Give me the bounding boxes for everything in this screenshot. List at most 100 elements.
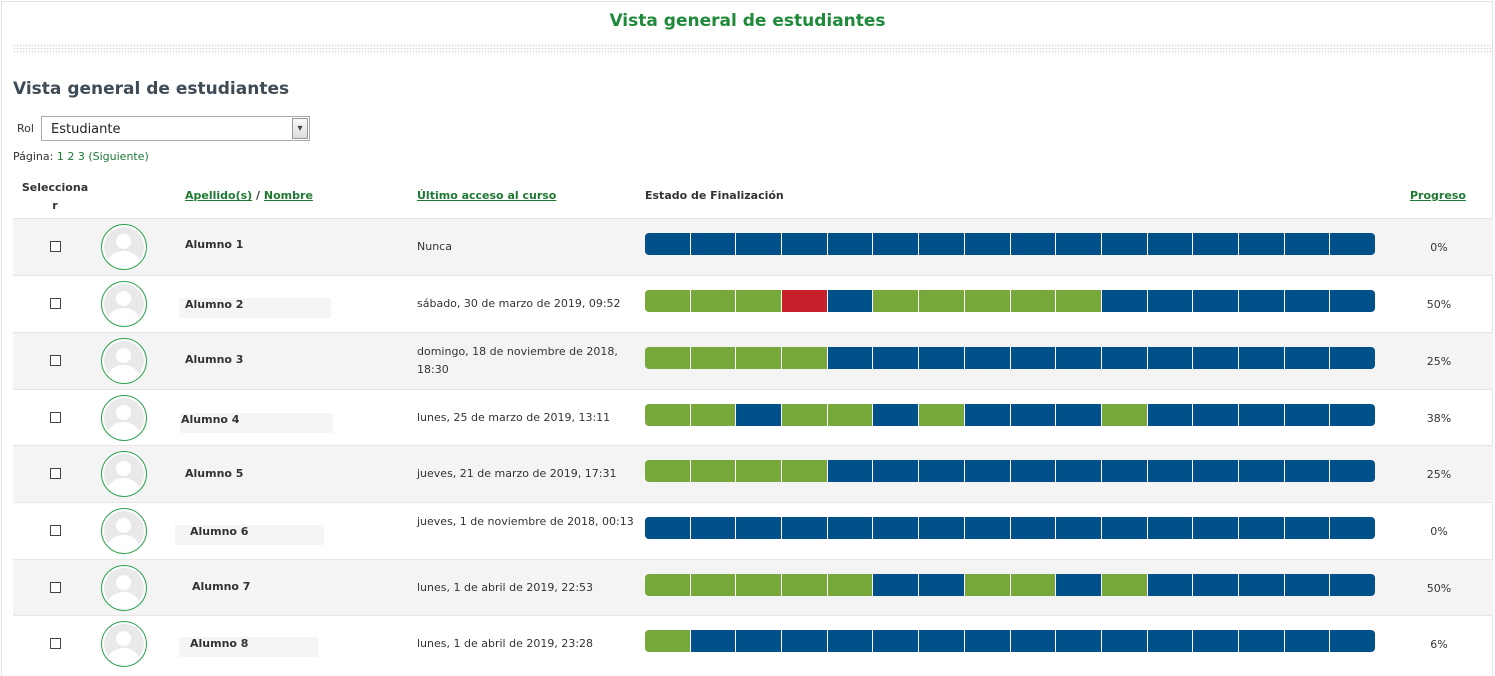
activity-completed[interactable]: [1101, 404, 1148, 426]
activity-not-completed[interactable]: [1101, 233, 1148, 255]
activity-not-completed[interactable]: [1056, 630, 1102, 652]
activity-not-completed[interactable]: [827, 347, 874, 369]
activity-not-completed[interactable]: [1101, 347, 1148, 369]
activity-not-completed[interactable]: [827, 233, 874, 255]
student-name[interactable]: Alumno 2: [185, 298, 244, 311]
activity-not-completed[interactable]: [919, 630, 965, 652]
activity-not-completed[interactable]: [736, 233, 783, 255]
activity-not-completed[interactable]: [1010, 404, 1057, 426]
activity-completed[interactable]: [736, 460, 783, 482]
activity-not-completed[interactable]: [1330, 290, 1375, 312]
avatar[interactable]: [101, 451, 147, 497]
activity-completed[interactable]: [736, 574, 783, 596]
sort-progress-link[interactable]: Progreso: [1410, 189, 1466, 202]
row-select-checkbox[interactable]: [50, 468, 61, 479]
activity-completed[interactable]: [919, 404, 965, 426]
activity-not-completed[interactable]: [1056, 404, 1102, 426]
activity-not-completed[interactable]: [1147, 290, 1194, 312]
activity-completed[interactable]: [736, 347, 783, 369]
activity-not-completed[interactable]: [919, 233, 965, 255]
student-name[interactable]: Alumno 6: [190, 525, 249, 538]
activity-completed[interactable]: [645, 630, 691, 652]
student-name[interactable]: Alumno 5: [185, 467, 244, 480]
activity-completed[interactable]: [736, 290, 783, 312]
activity-completed[interactable]: [690, 460, 737, 482]
activity-not-completed[interactable]: [1238, 460, 1285, 482]
activity-completed[interactable]: [690, 404, 737, 426]
activity-not-completed[interactable]: [1010, 347, 1057, 369]
activity-completed[interactable]: [645, 404, 691, 426]
chevron-down-icon[interactable]: ▾: [292, 118, 308, 139]
activity-not-completed[interactable]: [827, 460, 874, 482]
activity-not-completed[interactable]: [1193, 517, 1239, 539]
activity-not-completed[interactable]: [1147, 404, 1194, 426]
activity-not-completed[interactable]: [736, 404, 783, 426]
activity-completed[interactable]: [782, 460, 828, 482]
row-select-checkbox[interactable]: [50, 582, 61, 593]
avatar[interactable]: [101, 395, 147, 441]
page-link-3[interactable]: 3: [77, 150, 85, 163]
activity-not-completed[interactable]: [964, 517, 1011, 539]
row-select-checkbox[interactable]: [50, 638, 61, 649]
activity-not-completed[interactable]: [782, 233, 828, 255]
activity-completed[interactable]: [1010, 574, 1057, 596]
activity-not-completed[interactable]: [1147, 517, 1194, 539]
activity-not-completed[interactable]: [919, 347, 965, 369]
activity-not-completed[interactable]: [1193, 460, 1239, 482]
activity-completed[interactable]: [1056, 290, 1102, 312]
activity-completed[interactable]: [964, 574, 1011, 596]
activity-not-completed[interactable]: [1010, 630, 1057, 652]
activity-not-completed[interactable]: [873, 233, 920, 255]
avatar[interactable]: [101, 281, 147, 327]
activity-completed[interactable]: [645, 347, 691, 369]
activity-not-completed[interactable]: [919, 574, 965, 596]
activity-not-completed[interactable]: [873, 404, 920, 426]
activity-not-completed[interactable]: [827, 517, 874, 539]
activity-not-completed[interactable]: [1330, 404, 1375, 426]
activity-not-completed[interactable]: [1147, 460, 1194, 482]
activity-not-completed[interactable]: [1238, 517, 1285, 539]
activity-not-completed[interactable]: [1284, 630, 1331, 652]
activity-not-completed[interactable]: [964, 630, 1011, 652]
row-select-checkbox[interactable]: [50, 525, 61, 536]
activity-not-completed[interactable]: [1238, 233, 1285, 255]
row-select-checkbox[interactable]: [50, 355, 61, 366]
avatar[interactable]: [101, 621, 147, 667]
activity-not-completed[interactable]: [1330, 233, 1375, 255]
activity-not-completed[interactable]: [919, 460, 965, 482]
activity-not-completed[interactable]: [736, 630, 783, 652]
activity-not-completed[interactable]: [964, 460, 1011, 482]
activity-not-completed[interactable]: [645, 517, 691, 539]
row-select-checkbox[interactable]: [50, 241, 61, 252]
activity-completed[interactable]: [873, 290, 920, 312]
activity-not-completed[interactable]: [964, 404, 1011, 426]
activity-completed[interactable]: [645, 460, 691, 482]
avatar[interactable]: [101, 508, 147, 554]
activity-not-completed[interactable]: [1193, 574, 1239, 596]
activity-not-completed[interactable]: [1193, 347, 1239, 369]
activity-not-completed[interactable]: [1330, 347, 1375, 369]
student-name[interactable]: Alumno 8: [190, 637, 249, 650]
activity-completed[interactable]: [1101, 574, 1148, 596]
activity-not-completed[interactable]: [1056, 574, 1102, 596]
activity-not-completed[interactable]: [645, 233, 691, 255]
activity-not-completed[interactable]: [782, 517, 828, 539]
activity-completed[interactable]: [1010, 290, 1057, 312]
row-select-checkbox[interactable]: [50, 298, 61, 309]
activity-not-completed[interactable]: [1056, 460, 1102, 482]
activity-completed[interactable]: [690, 574, 737, 596]
activity-completed[interactable]: [827, 404, 874, 426]
activity-not-completed[interactable]: [1238, 347, 1285, 369]
activity-not-completed[interactable]: [1010, 460, 1057, 482]
activity-not-completed[interactable]: [1056, 347, 1102, 369]
activity-not-completed[interactable]: [1284, 574, 1331, 596]
activity-not-completed[interactable]: [1284, 233, 1331, 255]
student-name[interactable]: Alumno 3: [185, 353, 244, 366]
activity-not-completed[interactable]: [1238, 630, 1285, 652]
activity-not-completed[interactable]: [1147, 233, 1194, 255]
activity-not-completed[interactable]: [1284, 460, 1331, 482]
sort-firstname-link[interactable]: Nombre: [263, 189, 313, 202]
activity-not-completed[interactable]: [1193, 290, 1239, 312]
activity-not-completed[interactable]: [1284, 517, 1331, 539]
activity-not-completed[interactable]: [873, 347, 920, 369]
